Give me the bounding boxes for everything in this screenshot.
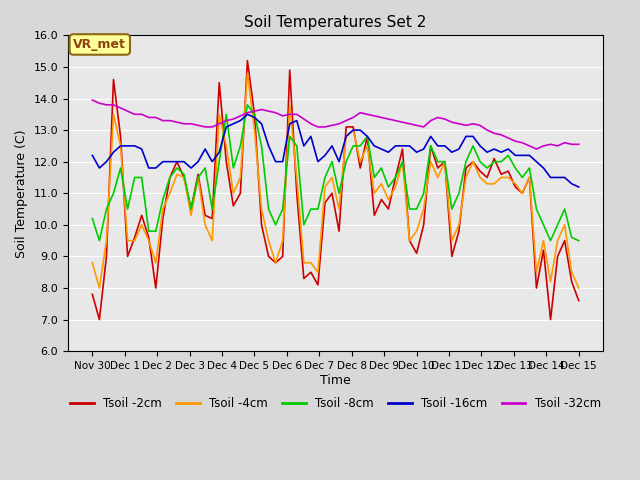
Tsoil -16cm: [504, 146, 512, 152]
Tsoil -2cm: [251, 111, 259, 117]
Tsoil -2cm: [244, 58, 252, 63]
Tsoil -4cm: [307, 260, 315, 265]
Tsoil -4cm: [518, 191, 526, 196]
Tsoil -8cm: [95, 238, 103, 243]
Text: VR_met: VR_met: [74, 38, 126, 51]
Tsoil -32cm: [88, 97, 96, 103]
Tsoil -32cm: [497, 132, 505, 138]
Tsoil -32cm: [504, 135, 512, 141]
Y-axis label: Soil Temperature (C): Soil Temperature (C): [15, 129, 28, 257]
Tsoil -4cm: [95, 285, 103, 291]
Tsoil -16cm: [237, 118, 244, 123]
Tsoil -2cm: [95, 317, 103, 323]
Tsoil -16cm: [202, 146, 209, 152]
Tsoil -16cm: [575, 184, 582, 190]
Tsoil -8cm: [307, 206, 315, 212]
Tsoil -2cm: [307, 269, 315, 275]
Tsoil -2cm: [575, 298, 582, 303]
Tsoil -4cm: [371, 191, 378, 196]
Line: Tsoil -4cm: Tsoil -4cm: [92, 73, 579, 288]
Tsoil -8cm: [244, 102, 252, 108]
Tsoil -16cm: [88, 153, 96, 158]
X-axis label: Time: Time: [320, 374, 351, 387]
Tsoil -2cm: [88, 291, 96, 297]
Tsoil -4cm: [159, 206, 166, 212]
Line: Tsoil -32cm: Tsoil -32cm: [92, 100, 579, 149]
Tsoil -8cm: [518, 175, 526, 180]
Title: Soil Temperatures Set 2: Soil Temperatures Set 2: [244, 15, 427, 30]
Line: Tsoil -16cm: Tsoil -16cm: [92, 114, 579, 187]
Tsoil -8cm: [371, 175, 378, 180]
Tsoil -16cm: [364, 133, 371, 139]
Tsoil -16cm: [152, 165, 159, 171]
Tsoil -8cm: [251, 111, 259, 117]
Tsoil -32cm: [152, 115, 159, 120]
Tsoil -4cm: [251, 127, 259, 133]
Tsoil -8cm: [159, 197, 166, 203]
Line: Tsoil -8cm: Tsoil -8cm: [92, 105, 579, 240]
Tsoil -2cm: [371, 213, 378, 218]
Tsoil -4cm: [88, 260, 96, 265]
Tsoil -4cm: [244, 71, 252, 76]
Tsoil -8cm: [209, 206, 216, 212]
Tsoil -4cm: [209, 238, 216, 243]
Tsoil -32cm: [532, 146, 540, 152]
Tsoil -16cm: [244, 111, 252, 117]
Line: Tsoil -2cm: Tsoil -2cm: [92, 60, 579, 320]
Legend: Tsoil -2cm, Tsoil -4cm, Tsoil -8cm, Tsoil -16cm, Tsoil -32cm: Tsoil -2cm, Tsoil -4cm, Tsoil -8cm, Tsoi…: [65, 392, 605, 415]
Tsoil -2cm: [159, 216, 166, 221]
Tsoil -32cm: [237, 113, 244, 119]
Tsoil -32cm: [356, 110, 364, 116]
Tsoil -32cm: [202, 124, 209, 130]
Tsoil -8cm: [575, 238, 582, 243]
Tsoil -16cm: [511, 153, 519, 158]
Tsoil -4cm: [575, 285, 582, 291]
Tsoil -2cm: [209, 216, 216, 221]
Tsoil -32cm: [575, 142, 582, 147]
Tsoil -8cm: [88, 216, 96, 221]
Tsoil -2cm: [518, 191, 526, 196]
